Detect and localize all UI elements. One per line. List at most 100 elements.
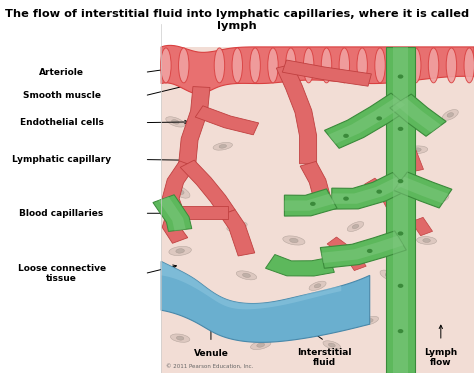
Polygon shape (276, 64, 317, 164)
Ellipse shape (257, 343, 264, 347)
Polygon shape (327, 237, 366, 270)
Ellipse shape (447, 113, 454, 117)
Ellipse shape (176, 249, 184, 253)
Text: Blood capillaries: Blood capillaries (19, 209, 104, 218)
Ellipse shape (290, 238, 298, 243)
Ellipse shape (274, 317, 295, 325)
Ellipse shape (413, 148, 421, 152)
Text: The flow of interstitial fluid into lymphatic capillaries, where it is called ly: The flow of interstitial fluid into lymp… (5, 9, 469, 31)
Polygon shape (332, 172, 409, 209)
Ellipse shape (177, 67, 202, 79)
Polygon shape (395, 97, 441, 132)
Ellipse shape (446, 48, 456, 83)
Ellipse shape (410, 48, 421, 83)
Ellipse shape (399, 85, 407, 90)
Polygon shape (179, 87, 210, 164)
Polygon shape (161, 261, 341, 309)
Ellipse shape (392, 48, 403, 83)
Ellipse shape (161, 48, 171, 83)
Ellipse shape (171, 334, 190, 342)
Polygon shape (162, 161, 195, 214)
Polygon shape (394, 172, 452, 208)
Polygon shape (265, 254, 334, 276)
Text: Loose connective
tissue: Loose connective tissue (18, 264, 106, 283)
Ellipse shape (214, 48, 225, 83)
Ellipse shape (375, 48, 385, 83)
Polygon shape (153, 195, 192, 231)
Ellipse shape (227, 222, 247, 231)
Ellipse shape (250, 48, 260, 83)
Ellipse shape (407, 146, 428, 154)
Text: Smooth muscle: Smooth muscle (23, 91, 100, 100)
Ellipse shape (433, 194, 449, 203)
Bar (0, 47, 161, 373)
Text: © 2011 Pearson Education, Inc.: © 2011 Pearson Education, Inc. (166, 364, 253, 369)
Ellipse shape (398, 329, 403, 333)
Polygon shape (195, 106, 259, 135)
Ellipse shape (438, 197, 444, 201)
Polygon shape (386, 47, 415, 373)
Ellipse shape (464, 48, 474, 83)
Ellipse shape (347, 222, 364, 231)
Ellipse shape (376, 116, 382, 120)
Ellipse shape (176, 189, 184, 194)
Polygon shape (284, 194, 335, 211)
Polygon shape (162, 211, 188, 243)
Ellipse shape (166, 117, 185, 127)
Ellipse shape (343, 134, 349, 138)
Ellipse shape (352, 225, 359, 229)
Ellipse shape (314, 284, 321, 288)
Polygon shape (325, 93, 410, 148)
Ellipse shape (202, 305, 224, 315)
Ellipse shape (268, 48, 278, 83)
Ellipse shape (361, 316, 379, 325)
Ellipse shape (331, 69, 351, 77)
Ellipse shape (321, 48, 332, 83)
Ellipse shape (392, 82, 414, 92)
Ellipse shape (237, 271, 256, 280)
Ellipse shape (176, 336, 184, 340)
Ellipse shape (366, 319, 373, 323)
Polygon shape (284, 189, 337, 216)
Ellipse shape (232, 48, 243, 83)
Polygon shape (332, 177, 404, 204)
Polygon shape (175, 206, 228, 219)
Ellipse shape (185, 70, 194, 76)
Ellipse shape (179, 48, 189, 83)
Ellipse shape (442, 110, 458, 120)
Ellipse shape (250, 62, 272, 70)
Polygon shape (158, 197, 186, 231)
Ellipse shape (357, 48, 367, 83)
Ellipse shape (172, 120, 179, 124)
Ellipse shape (368, 180, 391, 189)
Ellipse shape (423, 239, 430, 242)
Ellipse shape (283, 236, 305, 245)
Ellipse shape (376, 189, 382, 194)
Ellipse shape (343, 197, 349, 201)
Ellipse shape (398, 284, 403, 288)
Ellipse shape (417, 236, 437, 244)
Ellipse shape (323, 341, 341, 350)
Ellipse shape (303, 48, 314, 83)
Ellipse shape (339, 48, 349, 83)
Ellipse shape (398, 231, 403, 236)
Ellipse shape (309, 281, 326, 291)
Polygon shape (283, 60, 372, 86)
Polygon shape (180, 160, 235, 215)
Ellipse shape (286, 48, 296, 83)
Ellipse shape (398, 75, 403, 79)
Polygon shape (387, 120, 423, 172)
Polygon shape (220, 210, 255, 256)
Ellipse shape (219, 144, 227, 148)
Ellipse shape (398, 179, 403, 183)
Ellipse shape (398, 127, 403, 131)
Ellipse shape (385, 273, 392, 278)
Bar (161, 47, 474, 373)
Ellipse shape (375, 182, 383, 187)
Ellipse shape (233, 225, 241, 229)
Polygon shape (328, 97, 405, 144)
Ellipse shape (367, 249, 373, 253)
Polygon shape (365, 178, 404, 218)
Text: Endothelial cells: Endothelial cells (20, 118, 103, 127)
Text: Lymphatic capillary: Lymphatic capillary (12, 155, 111, 164)
